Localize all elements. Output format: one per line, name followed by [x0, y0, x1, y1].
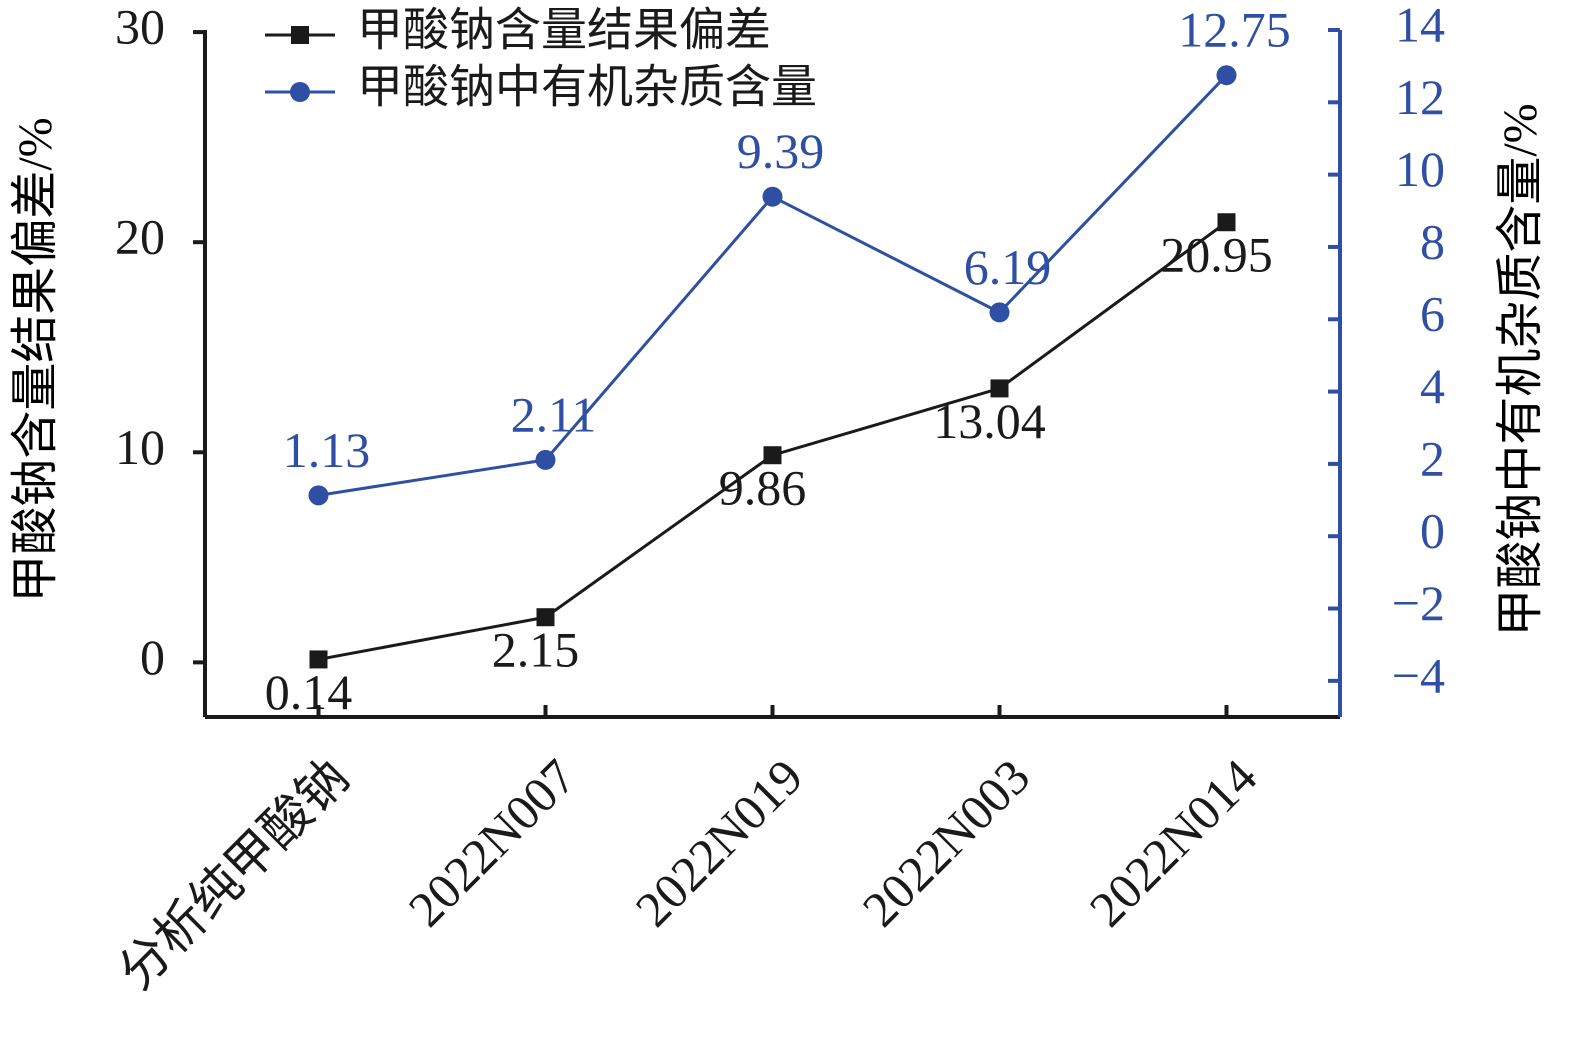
y2-tick-label: 0	[1420, 503, 1445, 559]
y-tick-label: 30	[115, 0, 165, 55]
value-label: 13.04	[933, 393, 1046, 449]
y2-tick-label: 10	[1395, 141, 1445, 197]
y-tick-label: 20	[115, 209, 165, 265]
x-tick-label: 2022N019	[625, 748, 814, 937]
y2-tick-label: 4	[1420, 358, 1445, 414]
point	[535, 449, 556, 470]
x-tick-label: 分析纯甲酸钠	[108, 748, 360, 1000]
y2-tick-label: 12	[1395, 69, 1445, 125]
point	[536, 608, 555, 627]
value-label: 6.19	[964, 239, 1052, 295]
legend-label: 甲酸钠含量结果偏差	[357, 5, 771, 56]
y2-axis-title: 甲酸钠中有机杂质含量/%	[1494, 103, 1547, 636]
x-tick-label: 2022N007	[398, 748, 587, 937]
value-label: 1.13	[283, 422, 371, 478]
y2-tick-label: 2	[1420, 430, 1445, 486]
y2-tick-label: −4	[1392, 647, 1445, 703]
series-line	[318, 221, 1228, 661]
value-label: 2.15	[492, 622, 580, 678]
point	[763, 446, 782, 465]
value-label: 9.39	[737, 123, 825, 179]
value-label: 2.11	[511, 386, 597, 442]
value-label: 20.95	[1160, 227, 1273, 283]
x-tick-label: 2022N014	[1079, 748, 1268, 937]
y2-tick-label: −2	[1392, 575, 1445, 631]
point	[1216, 65, 1237, 86]
y2-tick-label: 6	[1420, 286, 1445, 342]
legend-marker	[290, 82, 310, 102]
point	[990, 379, 1009, 398]
legend-marker	[291, 26, 309, 44]
y2-tick-label: 14	[1395, 0, 1445, 52]
point	[762, 186, 783, 207]
legend-label: 甲酸钠中有机杂质含量	[357, 62, 817, 113]
value-label: 12.75	[1178, 2, 1291, 58]
y2-tick-label: 8	[1420, 213, 1445, 269]
y-tick-label: 0	[140, 629, 165, 685]
x-tick-label: 2022N003	[852, 748, 1041, 937]
point	[989, 302, 1010, 323]
value-label: 0.14	[265, 664, 353, 720]
y-tick-label: 10	[115, 419, 165, 475]
point	[309, 650, 328, 669]
y-axis-title: 甲酸钠含量结果偏差/%	[9, 117, 62, 602]
value-label: 9.86	[719, 460, 807, 516]
point	[1217, 213, 1236, 232]
point	[308, 485, 329, 506]
